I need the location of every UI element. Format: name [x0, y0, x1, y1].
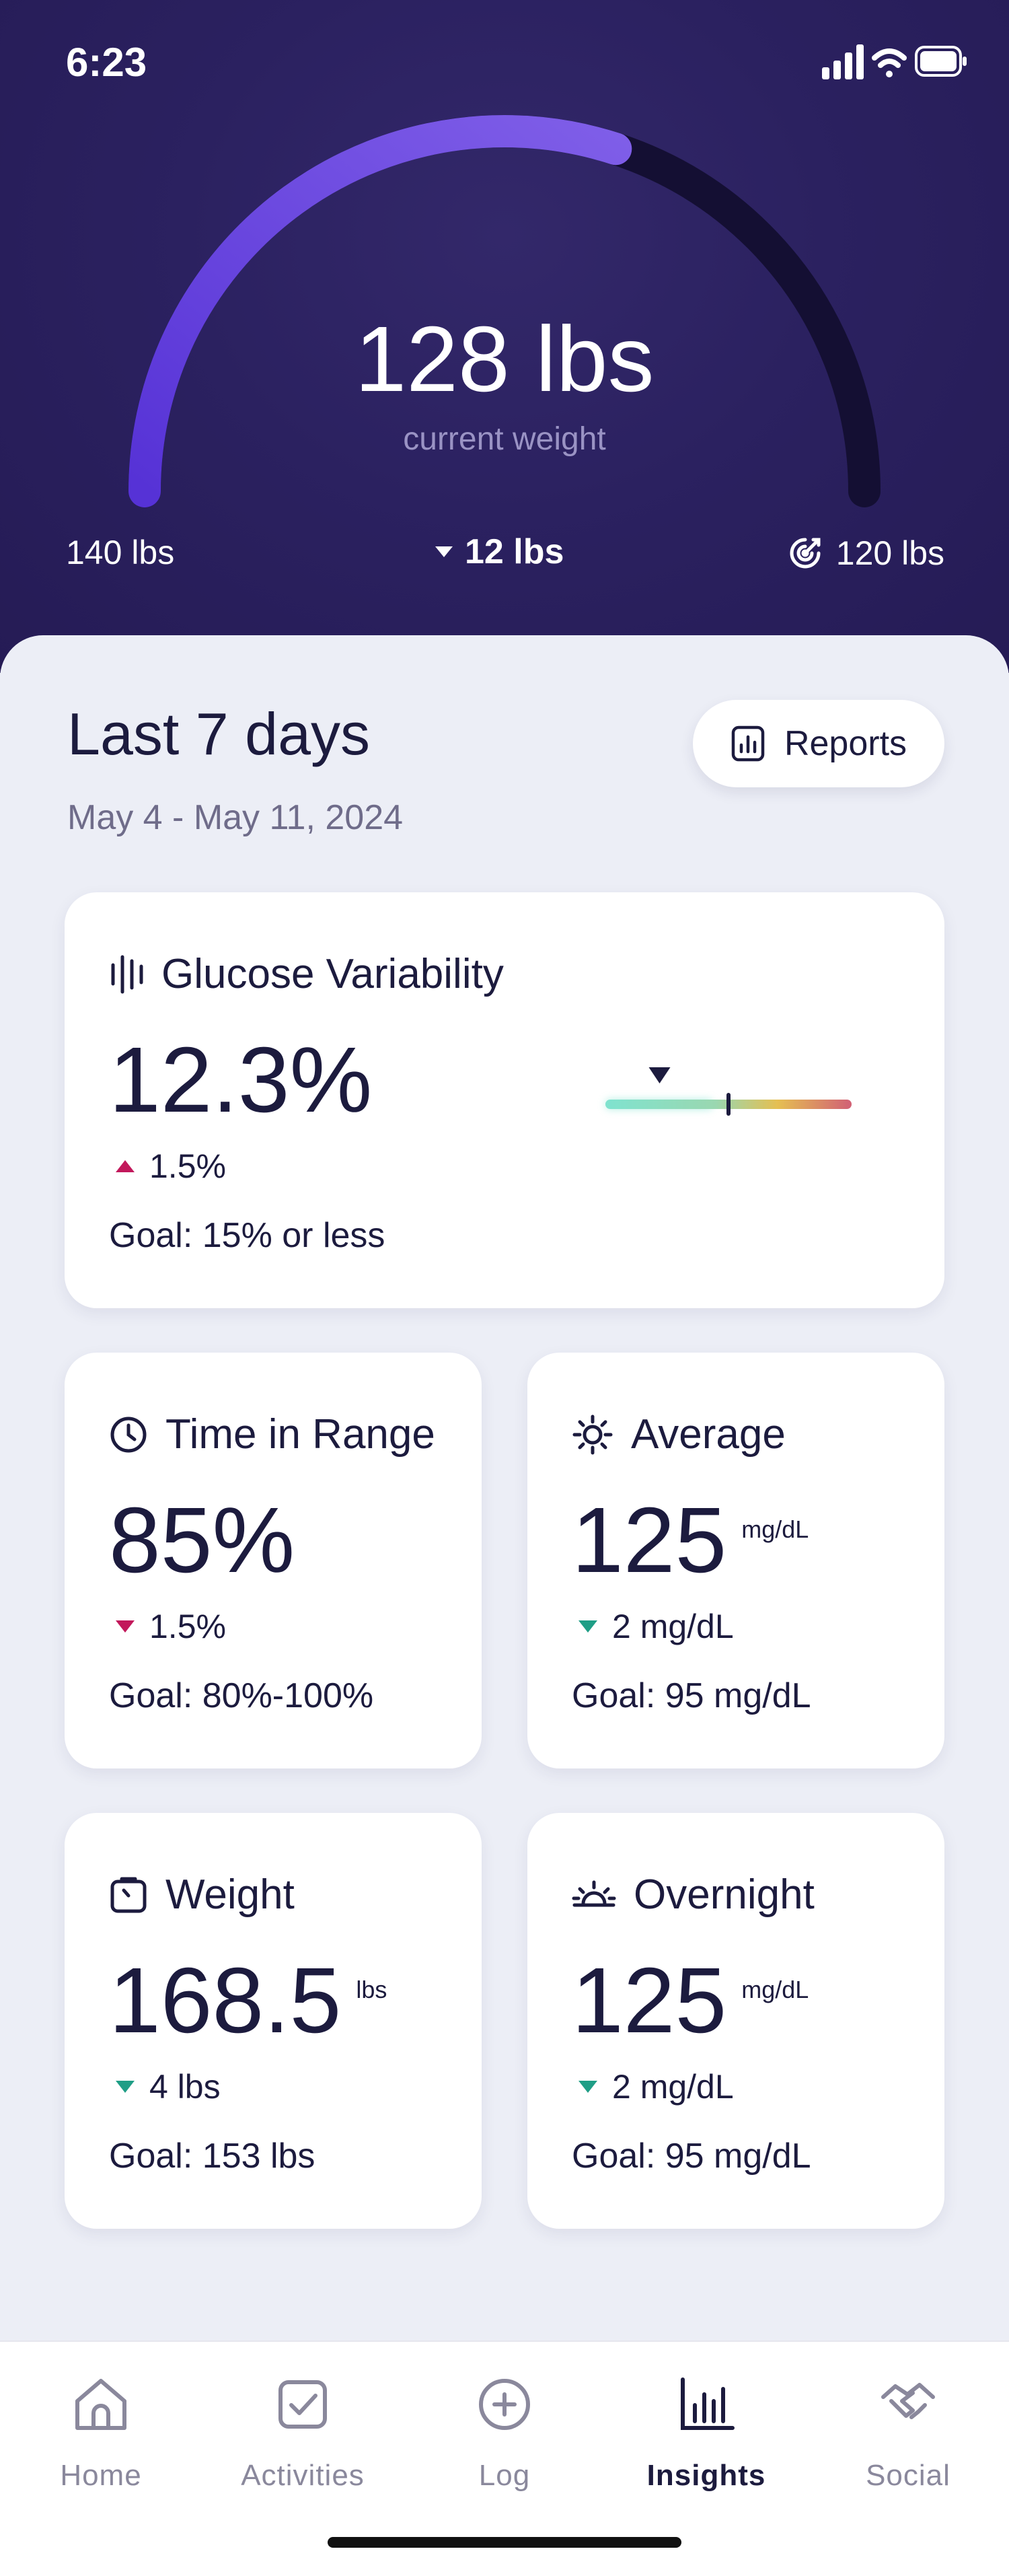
tab-log[interactable]: Log — [404, 2342, 605, 2544]
start-weight-label: 140 lbs — [66, 534, 175, 571]
goal-weight-label: 120 lbs — [835, 534, 944, 572]
status-icons — [821, 42, 969, 85]
weight-value: 168.5 lbs — [109, 1947, 387, 2054]
tab-label: Activities — [241, 2459, 365, 2492]
tab-activities[interactable]: Activities — [202, 2342, 404, 2544]
card-title: Glucose Variability — [109, 950, 504, 998]
tab-social[interactable]: Social — [807, 2342, 1009, 2544]
time-in-range-value: 85% — [109, 1487, 295, 1594]
glucose-variability-delta: 1.5% — [114, 1147, 226, 1186]
value-text: 168.5 — [109, 1949, 342, 2052]
triangle-down-icon — [116, 2081, 135, 2093]
glucose-variability-value: 12.3% — [109, 1027, 372, 1134]
tab-label: Social — [866, 2459, 950, 2492]
card-title: Weight — [109, 1871, 295, 1919]
time-in-range-card[interactable]: Time in Range 85% 1.5% Goal: 80%-100% — [65, 1353, 482, 1768]
average-value: 125 mg/dL — [572, 1487, 809, 1594]
value-text: 12.3% — [109, 1028, 373, 1132]
weight-change: 12 lbs — [434, 532, 564, 572]
average-delta: 2 mg/dL — [577, 1607, 734, 1646]
handshake-icon — [881, 2383, 935, 2419]
tab-label: Insights — [646, 2459, 766, 2492]
plus-circle-icon — [479, 2379, 530, 2430]
variability-icon — [111, 955, 143, 993]
weight-card[interactable]: Weight 168.5 lbs 4 lbs Goal: 153 lbs — [65, 1813, 482, 2229]
bottom-tab-bar: Home Activities Log Insights Social — [0, 2340, 1009, 2576]
value-text: 125 — [572, 1949, 727, 2052]
reports-button[interactable]: Reports — [693, 700, 944, 787]
glucose-variability-card[interactable]: Glucose Variability 12.3% 1.5% Goal: 15%… — [65, 892, 944, 1308]
overnight-title: Overnight — [634, 1871, 815, 1918]
sunrise-icon — [572, 1880, 616, 1906]
triangle-down-icon — [578, 2081, 597, 2093]
goal-weight: 120 lbs — [785, 533, 944, 573]
home-indicator — [328, 2537, 681, 2548]
variability-range-bar — [605, 1067, 852, 1116]
delta-text: 1.5% — [149, 1608, 226, 1645]
weight-title: Weight — [165, 1871, 295, 1918]
unit-text: lbs — [356, 1976, 387, 2003]
average-card[interactable]: Average 125 mg/dL 2 mg/dL Goal: 95 mg/dL — [527, 1353, 944, 1768]
weight-goal: Goal: 153 lbs — [109, 2137, 315, 2176]
average-title: Average — [631, 1411, 786, 1458]
card-title: Overnight — [572, 1871, 815, 1919]
glucose-variability-goal: Goal: 15% or less — [109, 1216, 385, 1255]
unit-text: mg/dL — [741, 1976, 809, 2003]
current-weight-caption: current weight — [403, 421, 606, 457]
time-in-range-goal: Goal: 80%-100% — [109, 1676, 374, 1715]
overnight-card[interactable]: Overnight 125 mg/dL 2 mg/dL Goal: 95 mg/… — [527, 1813, 944, 2229]
report-icon — [731, 725, 765, 762]
delta-text: 2 mg/dL — [612, 2068, 734, 2106]
scale-icon — [110, 1877, 147, 1912]
overnight-value: 125 mg/dL — [572, 1947, 809, 2054]
overnight-delta: 2 mg/dL — [577, 2067, 734, 2106]
time-in-range-title: Time in Range — [165, 1411, 435, 1458]
signal-icon — [822, 44, 864, 79]
clock-icon — [110, 1417, 147, 1452]
target-icon — [790, 538, 821, 569]
delta-text: 1.5% — [149, 1147, 226, 1185]
tab-insights[interactable]: Insights — [605, 2342, 807, 2544]
weight-gauge — [128, 115, 881, 507]
triangle-down-icon — [116, 1620, 135, 1633]
card-title: Time in Range — [109, 1410, 435, 1458]
weight-hero: 6:23 — [0, 0, 1009, 673]
weight-change-label: 12 lbs — [465, 532, 564, 571]
reports-label: Reports — [784, 724, 907, 763]
card-title: Average — [572, 1410, 786, 1458]
bar-chart-icon — [681, 2377, 735, 2430]
delta-text: 4 lbs — [149, 2068, 221, 2106]
delta-text: 2 mg/dL — [612, 1608, 734, 1645]
checkbox-icon — [278, 2380, 327, 2429]
glucose-variability-title: Glucose Variability — [161, 951, 504, 997]
period-title: Last 7 days — [67, 701, 371, 767]
triangle-down-icon — [578, 1620, 597, 1633]
wifi-icon — [872, 48, 907, 77]
triangle-up-icon — [116, 1160, 135, 1172]
period-date-range: May 4 - May 11, 2024 — [67, 798, 404, 837]
time-in-range-delta: 1.5% — [114, 1607, 226, 1646]
overnight-goal: Goal: 95 mg/dL — [572, 2137, 811, 2176]
current-weight-value: 128 lbs — [354, 308, 655, 411]
battery-icon — [915, 46, 967, 77]
triangle-down-icon — [435, 546, 453, 557]
tab-home[interactable]: Home — [0, 2342, 202, 2544]
unit-text: mg/dL — [741, 1515, 809, 1543]
value-text: 85% — [109, 1489, 295, 1592]
value-text: 125 — [572, 1489, 727, 1592]
weight-delta: 4 lbs — [114, 2067, 221, 2106]
sun-icon — [572, 1415, 613, 1454]
current-value-pointer — [648, 1067, 671, 1083]
tab-label: Log — [478, 2459, 531, 2492]
status-time: 6:23 — [66, 40, 147, 85]
home-icon — [75, 2379, 126, 2430]
goal-marker — [726, 1093, 731, 1116]
average-goal: Goal: 95 mg/dL — [572, 1676, 811, 1715]
tab-label: Home — [60, 2459, 142, 2492]
gauge-progress — [128, 115, 632, 507]
